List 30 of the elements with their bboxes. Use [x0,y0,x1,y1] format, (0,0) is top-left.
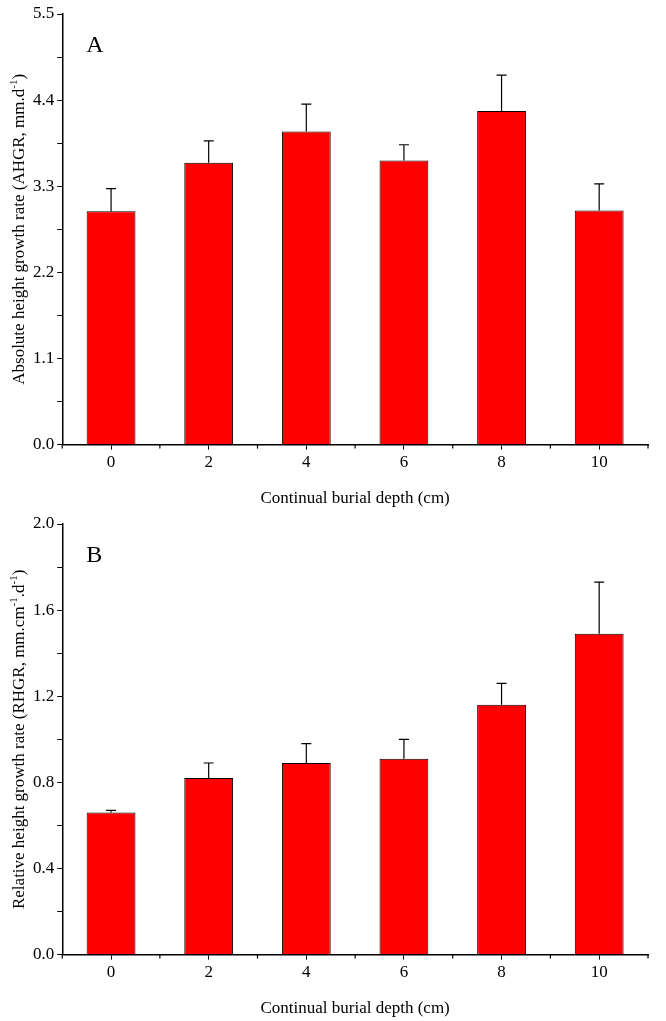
annotation: B [86,541,103,567]
y-tick-label: 0.4 [33,857,55,877]
x-tick-label: 4 [302,962,312,982]
x-tick-label: 0 [106,962,116,982]
y-tick-label: 1.2 [33,685,55,705]
x-tick-label: 6 [399,452,409,472]
x-tick-label: 10 [590,962,608,982]
x-tick-label: 8 [497,452,506,472]
x-tick-label: 6 [399,962,409,982]
x-tick-label: 4 [302,452,312,472]
y-tick-label: 0.0 [33,944,55,964]
y-tick-label: 2.2 [33,261,55,281]
y-tick-label: 4.4 [33,89,55,109]
x-axis-title: Continual burial depth (cm) [260,487,450,507]
y-axis-title: Relative height growth rate (RHGR, mm.cm-1.d-1) [7,569,28,910]
y-tick-label: 3.3 [33,175,55,195]
x-tick-label: 0 [106,452,116,472]
y-axis-title: Absolute height growth rate (AHGR, mm.d-1) [7,73,28,385]
y-tick-label: 0.0 [33,434,55,454]
y-tick-label: 1.1 [33,347,55,367]
y-tick-label: 2.0 [33,513,55,533]
x-tick-label: 2 [204,452,213,472]
y-tick-label: 5.5 [33,3,55,23]
y-tick-label: 0.8 [33,771,55,791]
x-tick-label: 10 [590,452,608,472]
x-axis-title: Continual burial depth (cm) [260,997,450,1017]
y-tick-label: 1.6 [33,599,55,619]
x-tick-label: 2 [204,962,213,982]
x-tick-label: 8 [497,962,506,982]
annotation: A [86,31,105,57]
